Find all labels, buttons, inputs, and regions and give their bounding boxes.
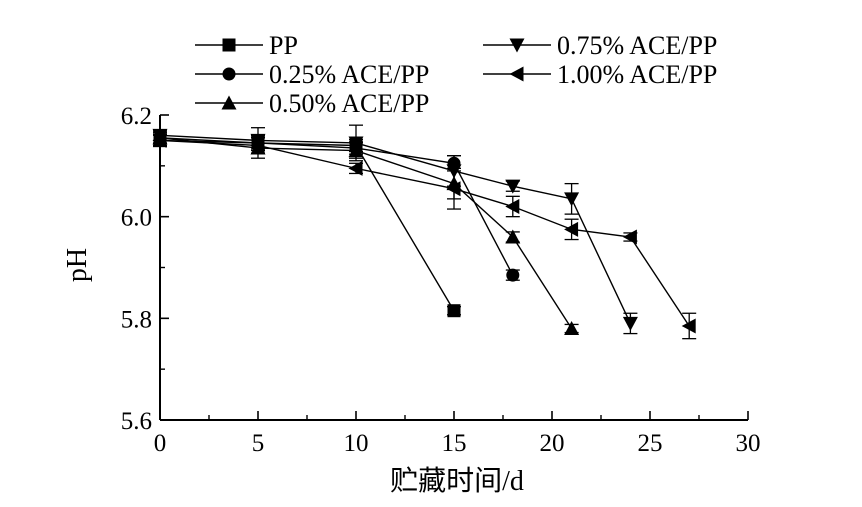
- y-tick-label: 5.8: [121, 306, 152, 333]
- series-2: [153, 131, 520, 282]
- legend-entry-2: 0.25% ACE/PP: [195, 60, 429, 89]
- data-point: [506, 268, 520, 282]
- y-tick-label: 5.6: [121, 408, 152, 435]
- series-line: [159, 139, 455, 312]
- x-axis-title: 贮藏时间/d: [390, 465, 524, 497]
- data-point: [446, 181, 461, 197]
- data-point: [348, 160, 363, 176]
- legend-marker: [221, 95, 237, 110]
- data-point: [152, 132, 167, 148]
- x-tick-label: 30: [736, 430, 761, 457]
- legend-label: 0.50% ACE/PP: [269, 89, 429, 118]
- x-tick-label: 25: [638, 430, 663, 457]
- legend-marker: [222, 38, 236, 52]
- tick-layer: 0 5 10 15 20 25 30 5.6 5.8 6.0 6.2: [121, 103, 761, 457]
- series-line: [159, 139, 690, 327]
- legend-label: 0.75% ACE/PP: [557, 31, 717, 60]
- data-point: [348, 136, 364, 151]
- data-point: [447, 304, 461, 318]
- legend-marker: [509, 38, 525, 53]
- x-tick-label: 15: [442, 430, 467, 457]
- series-layer: [152, 124, 697, 340]
- y-axis-title: pH: [62, 248, 93, 282]
- data-point: [622, 229, 637, 245]
- data-point: [505, 229, 521, 244]
- x-tick-label: 10: [344, 430, 369, 457]
- series-line: [159, 137, 514, 276]
- legend: PP0.25% ACE/PP0.50% ACE/PP 0.75% ACE/PP1.…: [195, 31, 717, 118]
- y-tick-label: 6.2: [121, 103, 152, 130]
- legend-label: 0.25% ACE/PP: [269, 60, 429, 89]
- legend-entry-5: 1.00% ACE/PP: [483, 60, 717, 89]
- legend-label: PP: [269, 31, 298, 60]
- x-tick-label: 20: [540, 430, 565, 457]
- series-1: [153, 133, 461, 318]
- legend-entry-3: 0.50% ACE/PP: [195, 89, 429, 118]
- data-point: [681, 318, 696, 334]
- data-point: [622, 316, 638, 331]
- data-point: [505, 199, 520, 214]
- data-point: [505, 179, 521, 194]
- x-tick-label: 0: [154, 430, 167, 457]
- data-point: [250, 138, 265, 153]
- series-5: [152, 132, 697, 340]
- legend-marker: [509, 66, 524, 82]
- series-line: [159, 137, 573, 329]
- data-point: [564, 321, 580, 335]
- data-point: [564, 192, 580, 207]
- legend-entry-4: 0.75% ACE/PP: [483, 31, 717, 60]
- legend-entry-1: PP: [195, 31, 298, 60]
- legend-marker: [222, 67, 236, 81]
- data-point: [564, 221, 579, 237]
- y-tick-label: 6.0: [121, 205, 152, 232]
- x-tick-label: 5: [252, 430, 265, 457]
- legend-label: 1.00% ACE/PP: [557, 60, 717, 89]
